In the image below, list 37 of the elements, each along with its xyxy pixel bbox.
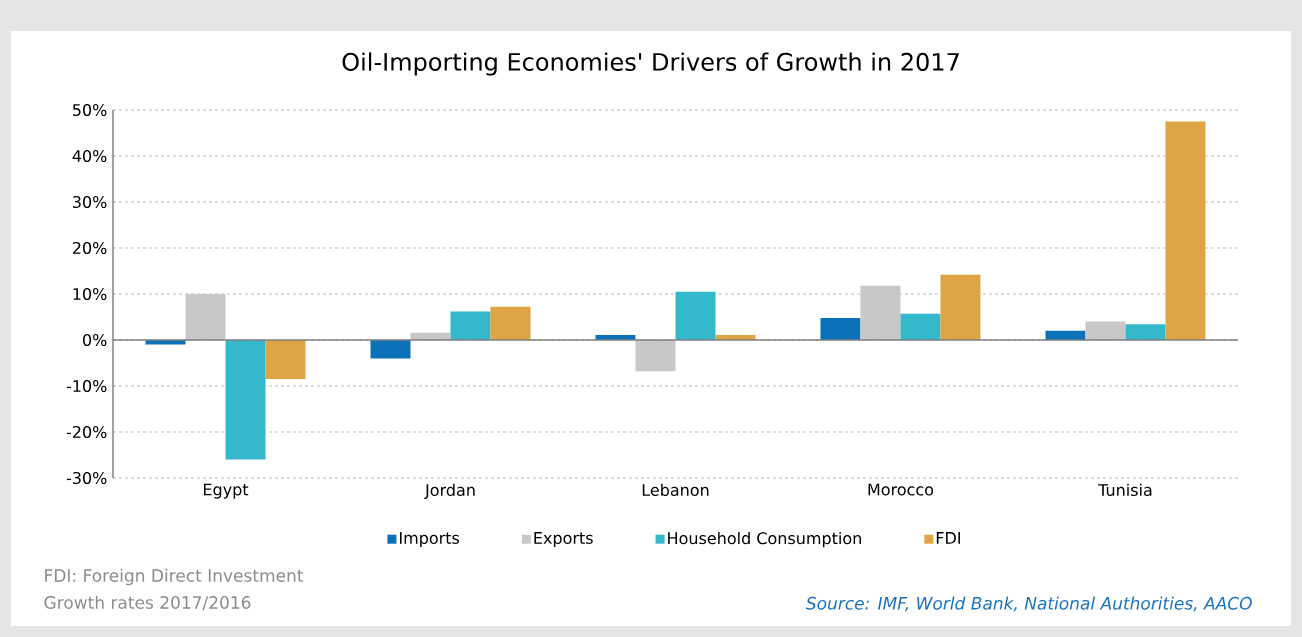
legend-label: FDI xyxy=(936,532,960,544)
bar xyxy=(370,339,411,359)
bar xyxy=(1125,324,1166,340)
chart-title: Oil-Importing Economies' Drivers of Growth in 2017 xyxy=(342,52,959,76)
x-tick-label: Jordan xyxy=(424,483,475,500)
x-tick-label: Tunisia xyxy=(1098,483,1152,497)
y-tick-label: 50% xyxy=(73,103,107,117)
bar xyxy=(490,306,531,340)
bar xyxy=(860,285,901,340)
source-note: Source: IMF, World Bank, National Authorities, AACO xyxy=(805,596,1252,612)
legend-label: Household Consumption xyxy=(668,531,861,548)
bar xyxy=(1085,321,1126,340)
y-tick-label: -30% xyxy=(66,471,107,485)
y-tick-label: 30% xyxy=(73,195,107,209)
x-tick-label: Morocco xyxy=(868,483,934,496)
bar xyxy=(635,339,676,372)
legend-label: Imports xyxy=(400,532,460,548)
y-tick-label: 40% xyxy=(72,149,107,163)
bar xyxy=(675,291,716,340)
text: Growth rates 2017/2016 xyxy=(44,595,251,611)
y-tick-label: -20% xyxy=(66,425,107,439)
text: FDI: Foreign Direct Investment xyxy=(45,568,304,586)
y-tick-label: 10% xyxy=(73,287,107,301)
x-tick-label: Lebanon xyxy=(642,483,709,497)
bar xyxy=(900,313,941,340)
x-tick-label: Egypt xyxy=(203,483,249,499)
bar xyxy=(225,339,266,460)
y-tick-label: -10% xyxy=(66,379,107,393)
bar xyxy=(820,317,861,340)
bar xyxy=(940,274,981,340)
bar xyxy=(185,293,226,340)
bar xyxy=(1165,121,1206,340)
y-tick-label: 0% xyxy=(83,333,107,347)
bar xyxy=(265,339,306,380)
y-tick-label: 20% xyxy=(72,241,107,255)
bar xyxy=(450,311,491,340)
legend-label: Exports xyxy=(534,532,593,548)
